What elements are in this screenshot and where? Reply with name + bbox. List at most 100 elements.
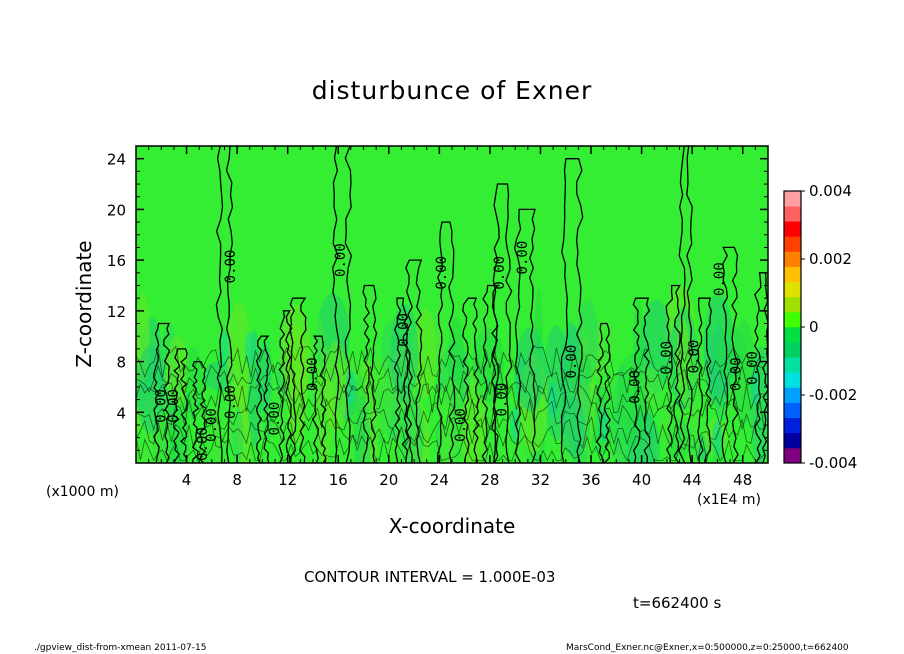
contour-line xyxy=(289,297,307,463)
contour-line xyxy=(152,322,171,463)
y-tick-label: 16 xyxy=(107,252,126,270)
colorbar-cell xyxy=(784,206,801,222)
contour-line xyxy=(215,146,234,463)
contour-label: 0.00 xyxy=(267,402,283,436)
field-low-patch xyxy=(712,419,723,456)
contour-label: 0.00 xyxy=(396,313,412,347)
x-tick-label: 36 xyxy=(581,471,600,489)
contour-line-low xyxy=(136,345,765,379)
colorbar-cell xyxy=(784,387,801,403)
contour-line xyxy=(560,158,584,463)
x-tick-label: 32 xyxy=(531,471,550,489)
time-stamp: t=662400 s xyxy=(633,594,722,612)
contour-label: 0.00 xyxy=(434,256,450,290)
colorbar-cell xyxy=(784,417,801,434)
colorbar-tick-label: 0 xyxy=(809,318,819,336)
contour-line xyxy=(277,310,293,463)
colorbar-cell xyxy=(784,191,801,207)
contour-line xyxy=(595,322,611,463)
contour-line xyxy=(393,297,410,463)
y-tick-label: 4 xyxy=(116,404,126,422)
field-patch xyxy=(366,355,394,434)
x-tick-label: 40 xyxy=(632,471,651,489)
contour-label: 0.00 xyxy=(166,389,182,423)
x-axis-scale-note: (x1E4 m) xyxy=(697,492,761,508)
contour-line-low xyxy=(136,380,765,415)
field-patch xyxy=(232,406,244,463)
contour-line-low xyxy=(136,433,765,462)
x-tick-label: 48 xyxy=(733,471,752,489)
contour-line-low xyxy=(136,362,765,396)
contour-label: 0.00 xyxy=(728,357,744,391)
colorbar-tick-label: 0.002 xyxy=(809,250,852,268)
colorbar-cell xyxy=(784,327,801,343)
footer-source: MarsCond_Exner.nc@Exner,x=0:500000,z=0:2… xyxy=(566,643,849,653)
contour-label: 0.00 xyxy=(564,345,580,379)
contour-line xyxy=(753,272,768,463)
contour-interval-note: CONTOUR INTERVAL = 1.000E-03 xyxy=(304,568,556,586)
x-tick-label: 24 xyxy=(430,471,449,489)
contour-line xyxy=(191,360,207,463)
contour-label: 0.00 xyxy=(223,385,239,419)
colorbar-cell xyxy=(784,342,801,358)
x-tick-label: 8 xyxy=(232,471,242,489)
x-tick-label: 16 xyxy=(329,471,348,489)
x-tick-label: 12 xyxy=(278,471,297,489)
colorbar-tick-label: -0.004 xyxy=(809,454,857,472)
field-patch xyxy=(617,353,647,448)
contour-label: 0.00 xyxy=(204,408,220,442)
contour-label: 0.00 xyxy=(495,383,511,417)
contour-label: 0.00 xyxy=(745,351,761,385)
contour-line xyxy=(697,297,712,463)
colorbar-cell xyxy=(784,251,801,267)
contour-label: 0.00 xyxy=(515,241,531,275)
colorbar-cell xyxy=(784,281,801,298)
chart-title: disturbunce of Exner xyxy=(311,76,593,105)
colorbar-cell xyxy=(784,432,801,449)
colorbar-tick-label: -0.002 xyxy=(809,386,857,404)
x-tick-label: 44 xyxy=(683,471,702,489)
colorbar-cell xyxy=(784,266,801,282)
colorbar-cell xyxy=(784,402,801,418)
colorbar: 0.004 0.002 0 -0.002 -0.004 xyxy=(783,182,857,472)
field-patch xyxy=(515,327,546,412)
contour-line xyxy=(362,284,378,463)
contour-label: 0.00 xyxy=(223,250,239,284)
field-patch xyxy=(353,374,367,463)
contour-line xyxy=(678,146,694,463)
colorbar-cell xyxy=(784,357,801,373)
field-patch xyxy=(324,341,347,432)
plot-area: 0.000.000.000.000.000.000.000.000.000.00… xyxy=(136,146,768,463)
field-patch xyxy=(435,303,445,371)
x-axis-unit-note: (x1000 m) xyxy=(46,484,119,500)
contour-label: 0.00 xyxy=(659,341,675,375)
contour-line xyxy=(405,259,423,463)
colorbar-cell xyxy=(784,236,801,252)
colorbar-tick-label: 0.004 xyxy=(809,182,852,200)
y-tick-label: 20 xyxy=(107,201,126,219)
colorbar-cell xyxy=(784,221,801,237)
contour-label: 0.00 xyxy=(153,389,169,423)
contour-line xyxy=(632,297,651,463)
contour-label: 0.00 xyxy=(712,262,728,296)
contour-label: 0.00 xyxy=(492,256,508,290)
contour-label: 0.00 xyxy=(305,357,321,391)
colorbar-cell xyxy=(784,311,801,328)
contour-label: 0.00 xyxy=(687,340,703,374)
x-tick-label: 4 xyxy=(182,471,192,489)
contour-label: 0.00 xyxy=(453,408,469,442)
field-low-patch xyxy=(548,381,559,418)
field-low-patch xyxy=(219,330,230,367)
contour-line xyxy=(332,146,353,463)
field-patch xyxy=(165,336,190,406)
field-low-patch xyxy=(750,368,761,405)
field-patch xyxy=(315,318,324,355)
colorbar-cell xyxy=(784,296,801,313)
contour-label: 0.00 xyxy=(627,370,643,404)
colorbar-cell xyxy=(784,372,801,388)
contour-line-low xyxy=(136,415,765,450)
x-tick-label: 20 xyxy=(379,471,398,489)
contour-line xyxy=(492,183,513,463)
